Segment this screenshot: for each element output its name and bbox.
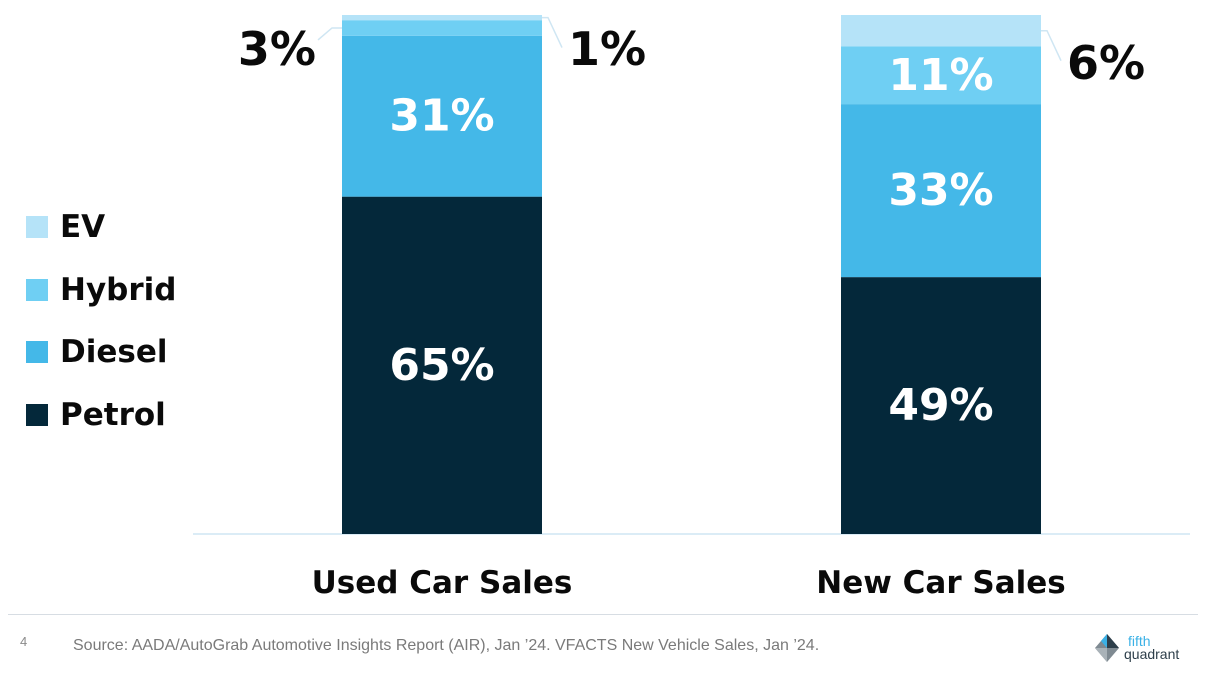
leader-line-used-hybrid bbox=[317, 27, 342, 41]
data-label-used-ev: 1% bbox=[568, 22, 646, 76]
bar-segment-used-diesel bbox=[342, 35, 542, 197]
leader-line-used-ev bbox=[542, 16, 563, 48]
legend-swatch-hybrid bbox=[26, 278, 48, 301]
leader-line-new-ev bbox=[1041, 29, 1062, 62]
logo-mark-icon bbox=[1095, 634, 1119, 662]
source-note: Source: AADA/AutoGrab Automotive Insight… bbox=[73, 637, 820, 654]
legend-item-hybrid: Hybrid bbox=[26, 259, 176, 322]
data-label-new-hybrid: 11% bbox=[888, 50, 993, 101]
data-label-new-petrol: 49% bbox=[888, 380, 993, 431]
stacked-bar-chart: 65% 31% 49% 33% 11% 3% 1% 6% Used Car Sales New … bbox=[193, 15, 1190, 601]
page-number: 4 bbox=[20, 634, 28, 649]
legend-item-ev: EV bbox=[26, 196, 176, 259]
legend-label-ev: EV bbox=[60, 209, 106, 246]
logo-text-line1: fifth bbox=[1128, 633, 1151, 649]
category-label-new: New Car Sales bbox=[816, 565, 1066, 601]
data-label-used-hybrid: 3% bbox=[238, 22, 316, 76]
legend-label-hybrid: Hybrid bbox=[60, 271, 177, 308]
legend-item-diesel: Diesel bbox=[26, 321, 176, 384]
bar-segment-new-hybrid bbox=[841, 46, 1041, 105]
data-label-used-diesel: 31% bbox=[389, 91, 494, 142]
legend-swatch-petrol bbox=[26, 403, 48, 426]
logo-text-line2: quadrant bbox=[1124, 646, 1180, 662]
bar-segment-new-petrol bbox=[841, 277, 1041, 534]
legend-swatch-ev bbox=[26, 216, 48, 239]
data-label-used-petrol: 65% bbox=[389, 340, 494, 391]
data-label-new-diesel: 33% bbox=[888, 165, 993, 216]
bar-segment-used-petrol bbox=[342, 196, 542, 534]
footer-divider bbox=[8, 614, 1198, 615]
legend: EV Hybrid Diesel Petrol bbox=[26, 196, 176, 446]
bar-segment-used-hybrid bbox=[342, 20, 542, 36]
bar-segment-new-diesel bbox=[841, 104, 1041, 278]
category-label-used: Used Car Sales bbox=[312, 565, 573, 601]
fifth-quadrant-logo: fifth quadrant bbox=[1092, 630, 1196, 666]
data-label-new-ev: 6% bbox=[1067, 36, 1145, 90]
legend-item-petrol: Petrol bbox=[26, 384, 176, 447]
legend-label-diesel: Diesel bbox=[60, 334, 168, 371]
legend-label-petrol: Petrol bbox=[60, 396, 166, 433]
bar-segment-used-ev bbox=[342, 15, 542, 21]
bar-segment-new-ev bbox=[841, 15, 1041, 47]
legend-swatch-diesel bbox=[26, 341, 48, 364]
